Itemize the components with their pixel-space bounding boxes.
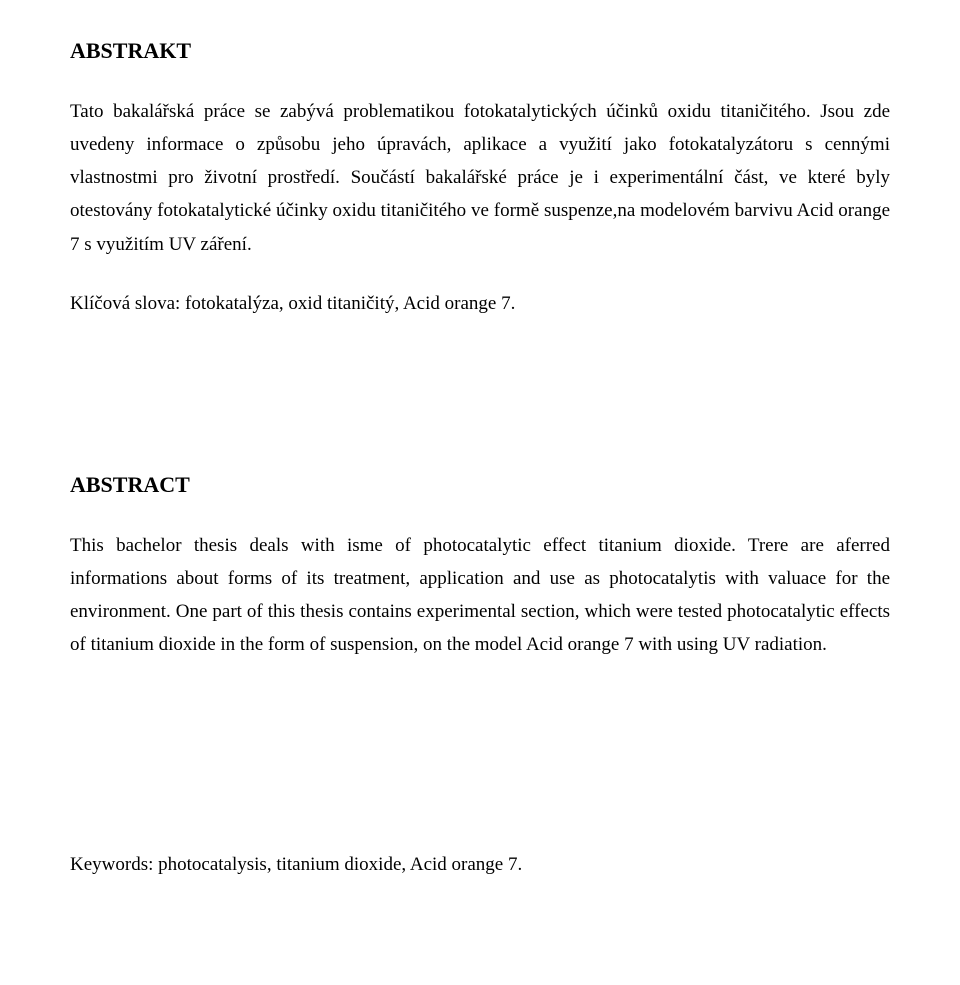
- abstract-body-en: This bachelor thesis deals with isme of …: [70, 529, 890, 662]
- abstract-heading-cz: ABSTRAKT: [70, 32, 890, 71]
- section-gap: [70, 346, 890, 466]
- keywords-cz: Klíčová slova: fotokatalýza, oxid titani…: [70, 287, 890, 320]
- abstract-heading-en: ABSTRACT: [70, 466, 890, 505]
- document-page: ABSTRAKT Tato bakalářská práce se zabývá…: [0, 0, 960, 985]
- abstract-body-cz: Tato bakalářská práce se zabývá problema…: [70, 95, 890, 261]
- keywords-en: Keywords: photocatalysis, titanium dioxi…: [70, 848, 890, 881]
- section-gap: [70, 688, 890, 848]
